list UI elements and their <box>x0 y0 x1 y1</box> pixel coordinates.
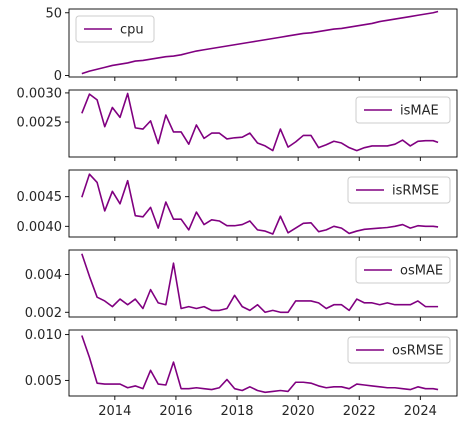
series-line-isRMSE <box>81 173 439 235</box>
legend-box <box>75 15 155 43</box>
axes-frame <box>68 249 458 318</box>
subplot-isRMSE: 0.0040 0.0045 isRMSE <box>17 169 458 241</box>
x-tick-label: 2014 <box>98 404 131 419</box>
series-line-osRMSE <box>81 335 439 394</box>
y-tick-label: 0.0025 <box>17 116 63 131</box>
y-tick-label: 0.0045 <box>17 190 63 205</box>
subplot-cpu: 0 50 cpu <box>45 6 458 84</box>
x-tick-label: 2024 <box>404 404 437 419</box>
series-line-isMAE <box>81 92 439 152</box>
axes-frame <box>68 89 458 158</box>
legend-box <box>355 256 451 284</box>
axes-frame <box>68 329 458 397</box>
y-tick-label: 0.005 <box>25 374 62 389</box>
legend-box <box>347 176 451 204</box>
series-line-cpu <box>81 10 439 75</box>
x-tick-label: 2016 <box>159 404 192 419</box>
subplot-osRMSE: 0.005 0.010 2014 2016 2018 2020 2022 2024 osRMSE <box>25 328 458 419</box>
y-tick-label: 50 <box>45 6 62 21</box>
y-tick-label: 0.002 <box>25 306 62 321</box>
legend-osRMSE: osRMSE <box>347 336 451 364</box>
subplot-osMAE: 0.002 0.004 osMAE <box>25 249 458 321</box>
y-tick-label: 0 <box>54 69 62 84</box>
legend-osMAE: osMAE <box>355 256 451 284</box>
y-tick-label: 0.0030 <box>17 86 63 101</box>
legend-label: osMAE <box>400 264 443 279</box>
axes-frame <box>68 169 458 238</box>
series-line-osMAE <box>81 253 439 314</box>
y-tick-label: 0.004 <box>25 268 62 283</box>
legend-label: isRMSE <box>392 184 439 199</box>
subplot-isMAE: 0.0025 0.0030 isMAE <box>17 86 458 161</box>
x-tick-label: 2022 <box>343 404 376 419</box>
y-tick-label: 0.010 <box>25 328 62 343</box>
legend-isRMSE: isRMSE <box>347 176 451 204</box>
legend-label: osRMSE <box>392 344 443 359</box>
legend-box <box>355 96 451 124</box>
legend-isMAE: isMAE <box>355 96 451 124</box>
legend-label: cpu <box>120 23 144 38</box>
axes-frame <box>68 8 458 78</box>
legend-cpu: cpu <box>75 15 155 43</box>
y-tick-label: 0.0040 <box>17 220 63 235</box>
legend-label: isMAE <box>400 104 439 119</box>
x-tick-label: 2020 <box>282 404 315 419</box>
legend-box <box>347 336 451 364</box>
x-tick-label: 2018 <box>220 404 253 419</box>
